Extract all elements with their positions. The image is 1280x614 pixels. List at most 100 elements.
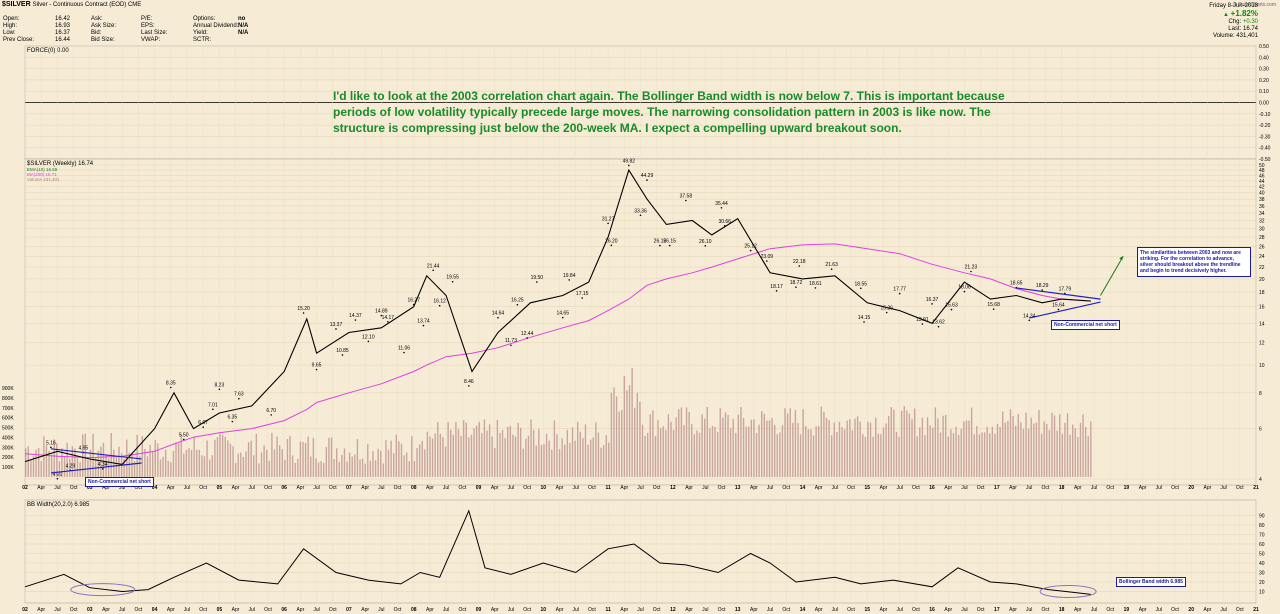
price-line [24, 168, 1091, 465]
price-point [898, 292, 901, 295]
bb-tick-label: 30 [1259, 571, 1265, 577]
price-point [1028, 319, 1031, 322]
price-point [646, 179, 648, 181]
volume-bar [597, 432, 600, 477]
volume-bar [115, 456, 118, 477]
volume-bar [1071, 424, 1074, 477]
volume-bar [937, 418, 939, 477]
volume-bar [595, 422, 597, 477]
x-tick-label-bottom: Apr [167, 607, 175, 613]
price-point [510, 344, 512, 347]
x-tick-label: 21 [1253, 485, 1259, 491]
x-tick-label-bottom: Oct [458, 607, 466, 613]
price-point [749, 249, 752, 252]
x-tick-label-bottom: Oct [70, 607, 78, 613]
price-point [302, 312, 305, 314]
volume-bar [732, 418, 734, 477]
x-tick-label-bottom: 18 [1059, 607, 1065, 613]
x-tick-label-bottom: Apr [1204, 607, 1212, 613]
volume-bar [426, 431, 429, 477]
force-tick-label: 0.40 [1259, 55, 1269, 61]
price-point-label: 18.55 [855, 281, 868, 287]
volume-bar [405, 452, 408, 477]
x-tick-label-bottom: Jul [378, 607, 384, 613]
volume-bar [711, 425, 714, 477]
price-tick-label: 32 [1259, 218, 1265, 224]
x-tick-label: Jul [313, 485, 319, 491]
price-tick-label: 18 [1259, 290, 1265, 296]
volume-bar [450, 429, 452, 477]
price-point-label: 14.17 [382, 315, 395, 321]
force-tick-label: 0.30 [1259, 67, 1269, 73]
x-tick-label: Oct [199, 485, 207, 491]
x-tick-label: Apr [944, 485, 952, 491]
x-tick-label: Jul [637, 485, 643, 491]
volume-bar [317, 462, 320, 477]
volume-bar [784, 408, 786, 477]
volume-bar [561, 438, 563, 477]
force-tick-label: -0.40 [1259, 146, 1271, 152]
volume-bar [719, 408, 721, 477]
volume-bar [540, 445, 543, 477]
price-tick-label: 10 [1259, 363, 1265, 369]
volume-bar [846, 420, 848, 477]
volume-bar [952, 433, 955, 477]
volume-bar [1009, 409, 1012, 477]
volume-bar [315, 458, 317, 477]
volume-bar [483, 419, 486, 477]
volume-bar [735, 432, 737, 477]
x-tick-label-bottom: 07 [346, 607, 352, 613]
volume-bar [885, 423, 887, 477]
volume-bar [898, 436, 900, 477]
volume-bar [193, 437, 195, 477]
force-tick-label: -0.10 [1259, 112, 1271, 118]
x-tick-label: Oct [912, 485, 920, 491]
volume-bar [753, 419, 755, 477]
volume-bar [675, 417, 677, 477]
price-point-label: 19.50 [531, 275, 544, 281]
volume-bar [880, 434, 882, 477]
volume-bar [856, 416, 859, 477]
volume-bar [701, 414, 703, 477]
volume-tick-label: 800K [2, 396, 14, 402]
volume-bar [994, 433, 996, 477]
volume-bar [94, 457, 97, 477]
volume-bar [551, 449, 553, 477]
price-point-label: 16.37 [926, 297, 939, 303]
x-tick-label-bottom: 13 [735, 607, 741, 613]
price-point-label: 4.95 [78, 446, 88, 452]
volume-bar [683, 425, 685, 477]
volume-bar [921, 417, 924, 477]
volume-bar [566, 429, 569, 477]
price-tick-label: 40 [1259, 191, 1265, 197]
x-tick-label: Apr [685, 485, 693, 491]
x-tick-label: Apr [491, 485, 499, 491]
volume-bar [76, 458, 79, 477]
volume-bar [312, 437, 315, 477]
price-point-label: 9.65 [312, 363, 322, 369]
volume-bar [908, 413, 911, 477]
price-point [937, 325, 940, 328]
price-point-label: 7.01 [208, 402, 218, 408]
volume-bar [172, 450, 175, 477]
trendline-2003-upper [50, 448, 142, 460]
volume-bar [543, 444, 545, 477]
price-point-label: 13.74 [417, 319, 430, 325]
volume-bar [932, 427, 934, 477]
x-tick-label-bottom: Jul [896, 607, 902, 613]
price-point-label: 4.34 [98, 462, 108, 468]
price-point [218, 388, 221, 391]
price-point [341, 354, 344, 356]
volume-bar [1074, 428, 1076, 477]
x-tick-label-bottom: 10 [541, 607, 547, 613]
x-tick-label-bottom: Oct [199, 607, 207, 613]
x-tick-label-bottom: Apr [880, 607, 888, 613]
volume-bar [947, 436, 950, 477]
price-point [885, 311, 888, 314]
volume-bar [872, 436, 874, 477]
price-point [921, 323, 924, 325]
price-point-label: 8.23 [215, 382, 225, 388]
volume-bar [455, 422, 457, 477]
price-point-label: 13.37 [330, 322, 343, 328]
volume-bar [1012, 416, 1014, 477]
